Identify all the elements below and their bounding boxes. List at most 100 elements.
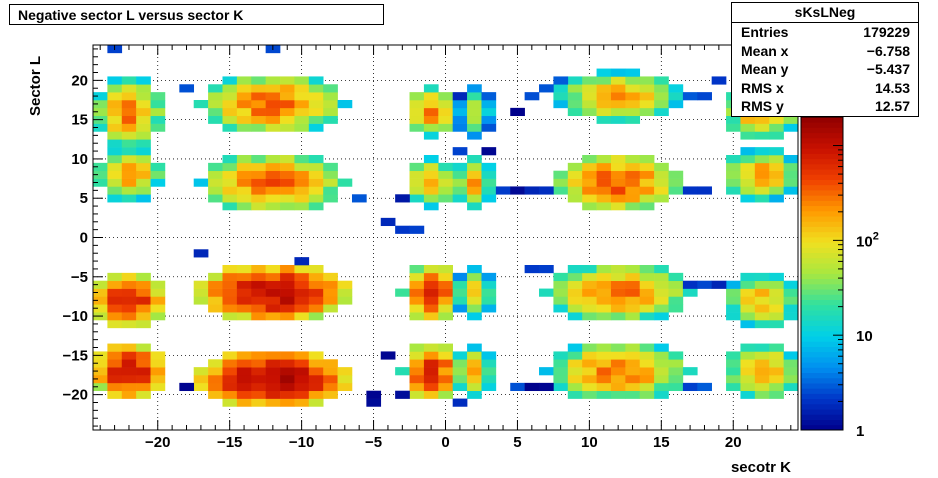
heatmap-cell [265, 375, 281, 384]
heatmap-cell [481, 147, 497, 156]
heatmap-cell [380, 217, 396, 227]
heatmap-cell [308, 265, 324, 274]
heatmap-cell [639, 390, 655, 399]
heatmap-cell [395, 367, 410, 376]
heatmap-cell [682, 186, 698, 195]
x-axis-label: secotr K [731, 459, 791, 476]
heatmap-cell [107, 272, 123, 282]
heatmap-cell [596, 186, 612, 195]
heatmap-cell [582, 170, 597, 179]
heatmap-cell [323, 178, 338, 187]
heatmap-cell [754, 155, 770, 164]
heatmap-cell [726, 312, 741, 321]
heatmap-cell [308, 390, 324, 399]
heatmap-cell [754, 375, 770, 384]
palette-swatch [801, 403, 843, 410]
heatmap-cell [438, 272, 453, 282]
heatmap-cell [582, 375, 597, 384]
heatmap-cell [93, 296, 108, 305]
heatmap-cell [93, 382, 108, 392]
heatmap-cell [251, 382, 266, 392]
heatmap-cell [409, 367, 425, 376]
heatmap-cell [308, 202, 324, 211]
heatmap-cell [639, 162, 655, 172]
palette-swatch [801, 210, 843, 217]
heatmap-cell [582, 351, 597, 360]
heatmap-cell [567, 76, 583, 85]
heatmap-cell [380, 351, 396, 360]
heatmap-cell [625, 359, 641, 368]
heatmap-cell [323, 382, 338, 392]
heatmap-cell [294, 398, 310, 407]
heatmap-cell [639, 202, 655, 211]
heatmap-cell [136, 296, 151, 305]
palette-swatch [801, 263, 843, 269]
heatmap-cell [654, 265, 669, 274]
heatmap-cell [639, 170, 655, 179]
heatmap-cell [251, 170, 266, 179]
heatmap-cell [481, 296, 497, 305]
heatmap-cell [136, 178, 151, 187]
heatmap-cell [610, 107, 626, 117]
stats-label: RMS x [741, 79, 784, 96]
heatmap-cell [467, 186, 482, 195]
heatmap-cell [308, 359, 324, 368]
heatmap-cell [467, 343, 482, 352]
heatmap-cell [107, 139, 123, 148]
heatmap-cell [438, 170, 453, 179]
heatmap-cell [395, 288, 410, 297]
heatmap-cell [193, 288, 209, 297]
heatmap-cell [93, 280, 108, 289]
heatmap-cell [567, 280, 583, 289]
heatmap-cell [337, 367, 353, 376]
heatmap-cell [280, 155, 295, 164]
heatmap-cell [121, 367, 137, 376]
heatmap-cell [136, 92, 151, 101]
heatmap-cell [726, 288, 741, 297]
heatmap-cell [596, 155, 612, 164]
heatmap-cell [510, 107, 525, 117]
heatmap-cell [610, 186, 626, 195]
heatmap-cell [222, 162, 238, 172]
heatmap-cell [280, 375, 295, 384]
heatmap-cell [754, 296, 770, 305]
heatmap-cell [639, 375, 655, 384]
heatmap-cell [423, 92, 439, 101]
x-tick-label: 15 [653, 434, 670, 451]
heatmap-cell [553, 186, 569, 195]
heatmap-cell [251, 296, 266, 305]
heatmap-cell [208, 304, 223, 313]
heatmap-cell [236, 202, 252, 211]
heatmap-cell [294, 312, 310, 321]
heatmap-cell [625, 115, 641, 124]
heatmap-cell [582, 359, 597, 368]
heatmap-cell [423, 170, 439, 179]
heatmap-cell [280, 398, 295, 407]
heatmap-cell [193, 296, 209, 305]
heatmap-cell [93, 288, 108, 297]
heatmap-cell [236, 265, 252, 274]
heatmap-cell [251, 123, 266, 132]
heatmap-cell [754, 147, 770, 156]
heatmap-cell [668, 367, 684, 376]
heatmap-cell [654, 84, 669, 93]
heatmap-cell [265, 107, 281, 117]
y-axis-label: Sector L [27, 56, 44, 116]
heatmap-cell [265, 76, 281, 85]
heatmap-cell [481, 375, 497, 384]
heatmap-cell [596, 343, 612, 352]
heatmap-cell [107, 84, 123, 93]
heatmap-cell [107, 76, 123, 85]
heatmap-cell [467, 100, 482, 109]
heatmap-cell [107, 375, 123, 384]
heatmap-cell [280, 194, 295, 203]
heatmap-cell [510, 186, 525, 195]
heatmap-cell [265, 398, 281, 407]
heatmap-cell [740, 280, 756, 289]
heatmap-cell [323, 170, 338, 179]
heatmap-cell [452, 304, 468, 313]
palette-swatch [801, 148, 843, 154]
heatmap-cell [323, 92, 338, 101]
palette-swatch [801, 242, 843, 248]
heatmap-cell [294, 170, 310, 179]
